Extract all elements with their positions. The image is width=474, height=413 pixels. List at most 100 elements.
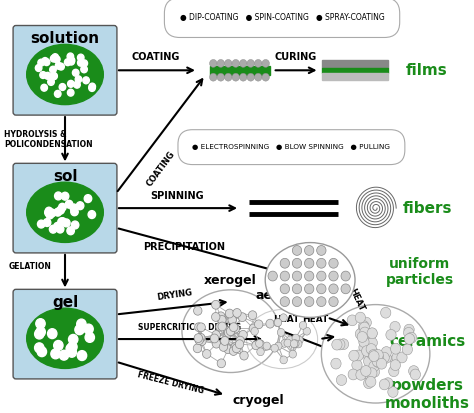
Circle shape [81, 60, 88, 67]
Circle shape [220, 337, 229, 345]
Text: aerogel: aerogel [255, 289, 309, 301]
Circle shape [379, 379, 390, 390]
Circle shape [239, 73, 247, 81]
Circle shape [389, 366, 399, 377]
Circle shape [379, 352, 389, 363]
Circle shape [67, 89, 74, 96]
Circle shape [67, 227, 74, 235]
Circle shape [49, 225, 57, 233]
Text: PRECIPITATION: PRECIPITATION [143, 242, 225, 252]
Bar [322, 60, 388, 68]
Circle shape [364, 356, 374, 367]
Circle shape [338, 339, 349, 350]
Circle shape [255, 73, 262, 81]
Circle shape [356, 369, 366, 380]
Text: xerogel: xerogel [204, 274, 257, 287]
Circle shape [273, 319, 281, 327]
Circle shape [329, 284, 338, 294]
Circle shape [232, 59, 239, 67]
Circle shape [332, 339, 342, 350]
Circle shape [299, 321, 307, 329]
Text: cryogel: cryogel [233, 394, 284, 406]
Circle shape [372, 356, 383, 367]
Circle shape [409, 366, 419, 377]
Circle shape [280, 271, 290, 281]
Circle shape [337, 375, 346, 385]
Circle shape [84, 195, 91, 202]
Text: ● ELECTROSPINNING   ● BLOW SPINNING   ● PULLING: ● ELECTROSPINNING ● BLOW SPINNING ● PULL… [192, 144, 391, 150]
Circle shape [43, 218, 51, 226]
Text: HEAT: HEAT [273, 315, 300, 324]
Circle shape [373, 352, 383, 363]
Circle shape [304, 258, 314, 268]
Text: ● DIP-COATING   ● SPIN-COATING   ● SPRAY-COATING: ● DIP-COATING ● SPIN-COATING ● SPRAY-COA… [180, 13, 384, 22]
Circle shape [219, 342, 228, 351]
Text: solution: solution [30, 31, 100, 46]
Circle shape [223, 327, 232, 336]
Circle shape [303, 327, 310, 335]
Circle shape [71, 208, 78, 216]
Circle shape [197, 323, 205, 332]
Circle shape [266, 319, 274, 328]
Circle shape [61, 192, 69, 200]
Circle shape [247, 59, 255, 67]
Circle shape [357, 332, 367, 342]
Circle shape [70, 204, 78, 212]
Circle shape [367, 368, 377, 379]
Circle shape [391, 354, 401, 366]
Circle shape [35, 329, 44, 339]
Circle shape [294, 340, 302, 348]
Circle shape [271, 344, 278, 352]
Circle shape [369, 351, 379, 362]
Circle shape [194, 334, 202, 342]
Circle shape [247, 73, 255, 81]
Text: gel: gel [52, 295, 78, 310]
Circle shape [63, 219, 70, 227]
Text: ceramics: ceramics [389, 334, 465, 349]
Circle shape [356, 329, 365, 339]
Circle shape [36, 327, 46, 337]
Circle shape [280, 297, 290, 306]
Circle shape [68, 342, 77, 352]
Circle shape [217, 59, 225, 67]
Circle shape [225, 309, 234, 318]
Circle shape [381, 347, 392, 358]
Circle shape [46, 211, 54, 219]
Circle shape [54, 223, 61, 230]
Circle shape [317, 258, 326, 268]
Circle shape [35, 343, 44, 353]
Text: films: films [406, 63, 448, 78]
Circle shape [224, 345, 232, 354]
Circle shape [89, 85, 95, 91]
Circle shape [225, 73, 232, 81]
Circle shape [85, 332, 94, 342]
Circle shape [367, 328, 377, 339]
Circle shape [363, 339, 373, 349]
Circle shape [364, 351, 374, 362]
Circle shape [304, 297, 314, 306]
Circle shape [211, 313, 220, 321]
Circle shape [211, 300, 220, 309]
Circle shape [58, 218, 65, 226]
Circle shape [48, 78, 55, 85]
Circle shape [292, 284, 301, 294]
Text: HYDROLYSIS &
POLICONDENSATION: HYDROLYSIS & POLICONDENSATION [4, 130, 93, 149]
Circle shape [229, 347, 237, 356]
Circle shape [251, 328, 258, 335]
Circle shape [51, 73, 57, 79]
Ellipse shape [321, 305, 430, 403]
Circle shape [377, 355, 388, 366]
Circle shape [75, 325, 84, 335]
Text: SUPERCRITICAL DRYING: SUPERCRITICAL DRYING [138, 323, 241, 332]
Circle shape [193, 306, 202, 315]
Circle shape [369, 361, 379, 372]
Circle shape [404, 324, 414, 335]
Circle shape [216, 322, 224, 331]
Circle shape [304, 246, 314, 255]
Circle shape [367, 351, 378, 362]
Bar [322, 73, 388, 80]
Circle shape [367, 328, 377, 339]
Circle shape [84, 324, 93, 334]
FancyBboxPatch shape [13, 26, 117, 115]
Circle shape [38, 59, 45, 66]
